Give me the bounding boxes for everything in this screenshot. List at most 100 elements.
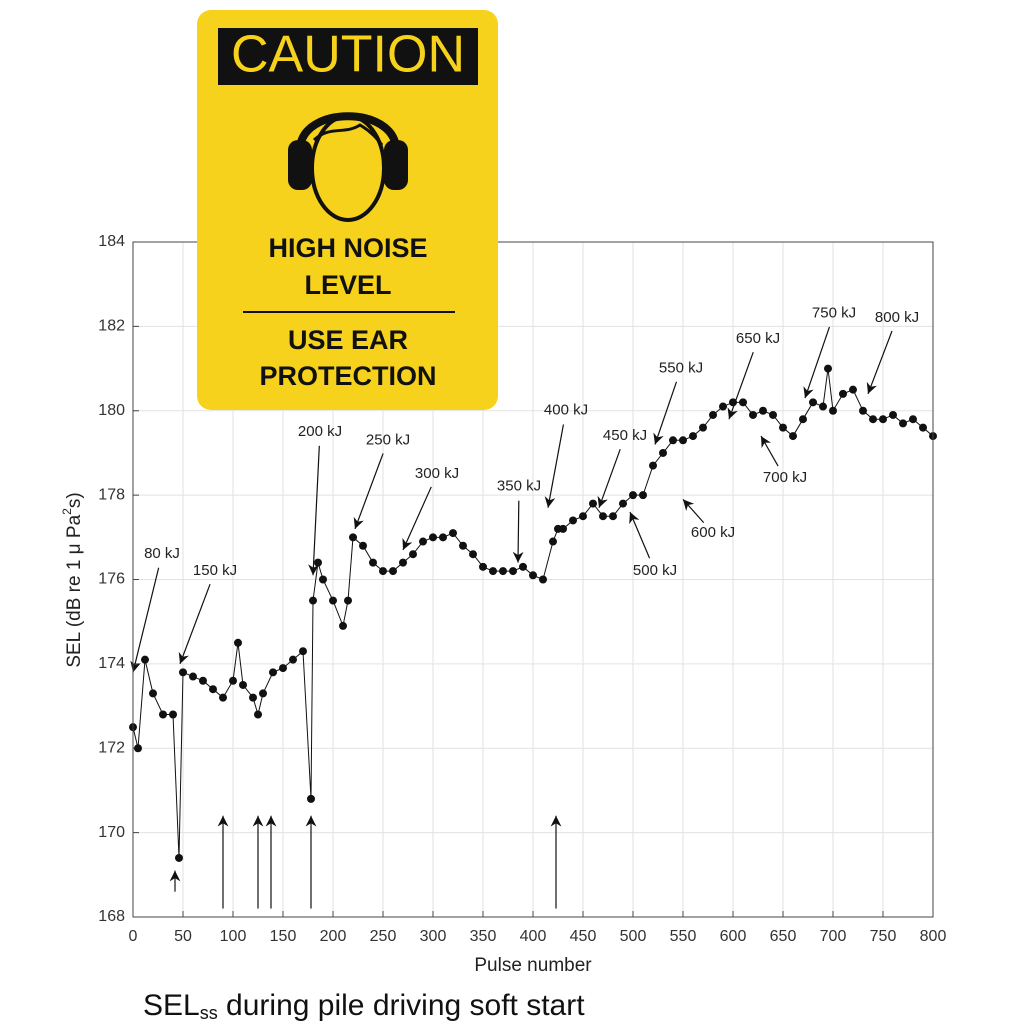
data-point — [509, 567, 517, 576]
data-point — [559, 524, 567, 533]
data-point — [449, 529, 457, 538]
caption-sub: ss — [200, 1003, 218, 1023]
annotation-label: 80 kJ — [144, 545, 180, 562]
data-point — [789, 432, 797, 441]
x-tick-label: 500 — [620, 928, 647, 945]
data-point — [307, 794, 315, 803]
annotation-label: 600 kJ — [691, 524, 735, 541]
data-point — [489, 567, 497, 576]
annotation-arrow — [727, 351, 754, 420]
data-point — [849, 385, 857, 394]
data-point — [199, 676, 207, 685]
data-point — [889, 410, 897, 419]
data-point — [599, 512, 607, 521]
data-point — [419, 537, 427, 546]
annotation-arrow — [760, 435, 779, 467]
data-point — [344, 596, 352, 605]
data-point — [459, 541, 467, 550]
data-point — [879, 415, 887, 424]
caption-main: SEL — [143, 989, 200, 1022]
data-point — [819, 402, 827, 411]
annotation-label: 800 kJ — [875, 309, 919, 326]
y-tick-label: 174 — [98, 655, 125, 672]
data-point — [409, 550, 417, 559]
annotation-label: 400 kJ — [544, 402, 588, 419]
x-tick-label: 650 — [770, 928, 797, 945]
x-tick-label: 550 — [670, 928, 697, 945]
data-point — [869, 415, 877, 424]
data-point — [749, 410, 757, 419]
data-point — [134, 744, 142, 753]
annotation-arrow — [353, 453, 384, 530]
data-point — [229, 676, 237, 685]
data-point — [339, 621, 347, 630]
data-point — [175, 853, 183, 862]
data-point — [249, 693, 257, 702]
y-tick-label: 182 — [98, 318, 125, 335]
data-point — [909, 415, 917, 424]
x-tick-label: 600 — [720, 928, 747, 945]
data-point — [689, 432, 697, 441]
data-point — [629, 491, 637, 500]
data-point — [234, 638, 242, 647]
data-point — [609, 512, 617, 521]
sign-header: CAUTION — [231, 26, 465, 84]
data-point — [799, 415, 807, 424]
data-point — [619, 499, 627, 508]
sign-header-box — [218, 28, 478, 85]
data-point — [389, 567, 397, 576]
x-tick-label: 750 — [870, 928, 897, 945]
sign-line: HIGH NOISE — [268, 233, 427, 263]
data-point — [699, 423, 707, 432]
data-point — [239, 680, 247, 689]
data-point — [359, 541, 367, 550]
data-point — [149, 689, 157, 698]
data-point — [469, 550, 477, 559]
data-point — [639, 491, 647, 500]
data-point — [289, 655, 297, 664]
data-point — [269, 668, 277, 677]
data-point — [579, 512, 587, 521]
sign-line: USE EAR — [288, 325, 408, 355]
sign-line: LEVEL — [304, 270, 391, 300]
annotation-arrow — [597, 449, 621, 508]
annotation-arrow — [178, 583, 211, 665]
data-point — [439, 533, 447, 542]
data-point — [899, 419, 907, 428]
annotation-arrow — [629, 511, 651, 559]
x-tick-label: 800 — [920, 928, 947, 945]
data-point — [179, 668, 187, 677]
data-point — [779, 423, 787, 432]
caution-sign: CAUTION HIGH NOISE LEVEL USE EAR PROTECT… — [197, 10, 498, 410]
data-point — [549, 537, 557, 546]
data-point — [219, 693, 227, 702]
sign-board — [197, 10, 498, 410]
annotation-label: 350 kJ — [497, 478, 541, 495]
sign-line: PROTECTION — [259, 361, 436, 391]
data-point — [659, 448, 667, 457]
x-tick-label: 100 — [220, 928, 247, 945]
x-axis-label: Pulse number — [474, 955, 592, 976]
data-point — [479, 562, 487, 571]
x-tick-label: 350 — [470, 928, 497, 945]
x-tick-label: 400 — [520, 928, 547, 945]
y-label-main: SEL (dB re 1 μ Pa — [64, 514, 85, 667]
annotation-label: 750 kJ — [812, 305, 856, 322]
annotation-arrow — [803, 326, 831, 399]
data-point — [169, 710, 177, 719]
data-point — [589, 499, 597, 508]
y-label-sup: 2 — [60, 508, 74, 515]
x-tick-label: 700 — [820, 928, 847, 945]
y-tick-label: 170 — [98, 824, 125, 841]
data-point — [679, 436, 687, 445]
x-tick-label: 450 — [570, 928, 597, 945]
data-point — [309, 596, 317, 605]
data-point — [314, 558, 322, 567]
data-point — [379, 567, 387, 576]
x-tick-label: 250 — [370, 928, 397, 945]
x-tick-label: 200 — [320, 928, 347, 945]
data-point — [719, 402, 727, 411]
data-point — [369, 558, 377, 567]
x-tick-label: 300 — [420, 928, 447, 945]
data-point — [539, 575, 547, 584]
